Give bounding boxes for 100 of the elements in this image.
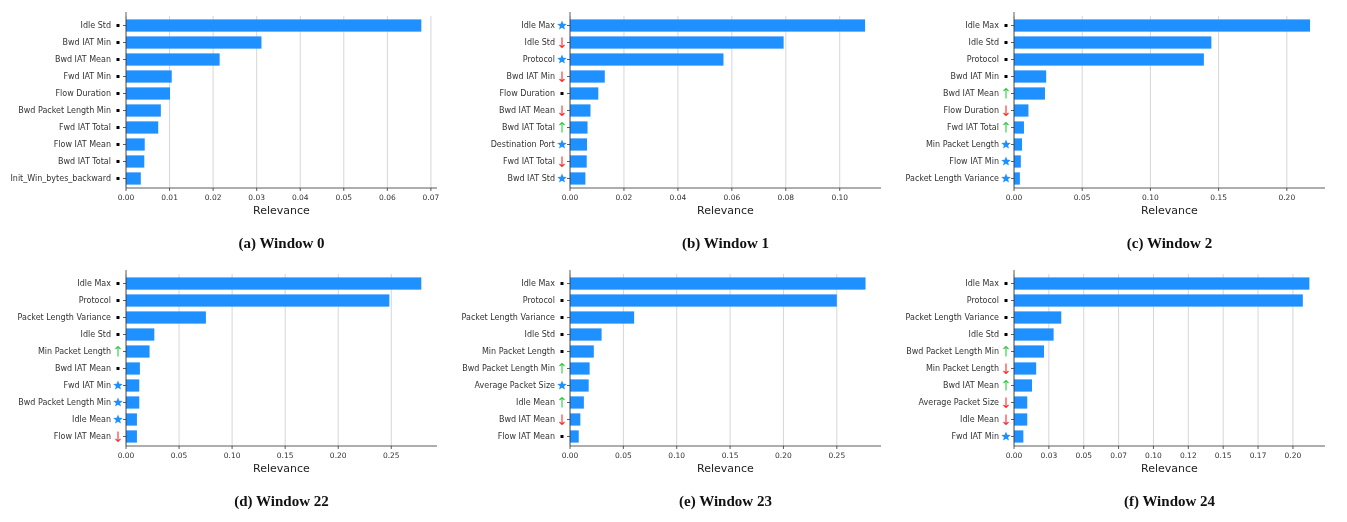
y-tick-label: Idle Std (80, 21, 111, 31)
bar (570, 19, 866, 32)
x-axis-title: Relevance (253, 204, 311, 217)
y-tick-label: Idle Max (965, 279, 1000, 289)
bar (570, 70, 605, 83)
y-tick-label: Bwd IAT Mean (498, 415, 555, 425)
bar (1014, 430, 1024, 443)
bar (1014, 155, 1021, 168)
x-axis-title: Relevance (253, 462, 311, 475)
bar (570, 362, 590, 375)
bar (570, 36, 784, 49)
bar (570, 294, 837, 307)
y-tick-label: Idle Std (524, 38, 555, 48)
bar (126, 362, 140, 375)
x-axis-title: Relevance (1141, 462, 1199, 475)
y-tick-label: Bwd IAT Total (502, 123, 555, 133)
y-tick-label: Bwd IAT Mean (942, 89, 999, 99)
y-tick-label: Bwd IAT Std (507, 174, 555, 184)
bar (1014, 172, 1020, 185)
y-tick-label: Idle Mean (960, 415, 999, 425)
y-tick-label: Init_Win_bytes_backward (10, 174, 111, 184)
y-tick-label: Bwd IAT Mean (54, 364, 111, 374)
y-tick-label: Flow IAT Mean (53, 140, 111, 150)
bar (1014, 277, 1310, 290)
y-tick-label: Packet Length Variance (461, 313, 556, 323)
bar (126, 121, 159, 134)
bar (126, 70, 172, 83)
bar (570, 277, 866, 290)
bar (570, 413, 581, 426)
bar (1014, 379, 1032, 392)
y-tick-label: Bwd Packet Length Min (462, 364, 555, 374)
y-tick-label: Idle Mean (516, 398, 555, 408)
text: (c) Window 2 (1126, 235, 1213, 252)
y-tick-label: Idle Std (968, 38, 999, 48)
bar (126, 430, 137, 443)
x-axis-title: Relevance (697, 462, 755, 475)
y-tick-label: Idle Max (521, 21, 556, 31)
bar (1014, 36, 1212, 49)
y-tick-label: Average Packet Size (474, 381, 556, 391)
bar (126, 87, 170, 100)
bar (126, 345, 150, 358)
bar (1014, 345, 1044, 358)
y-tick-label: Idle Max (77, 279, 112, 289)
bar (570, 328, 602, 341)
bar (126, 19, 422, 32)
y-tick-label: Flow Duration (55, 89, 111, 99)
y-tick-label: Flow Duration (943, 106, 999, 116)
y-tick-label: Protocol (522, 296, 555, 306)
bar (570, 345, 594, 358)
y-tick-label: Min Packet Length (37, 347, 111, 357)
y-tick-label: Bwd IAT Mean (54, 55, 111, 65)
bar (126, 328, 155, 341)
bar (570, 430, 579, 443)
bar (570, 311, 635, 324)
y-tick-label: Average Packet Size (918, 398, 1000, 408)
y-tick-label: Idle Max (965, 21, 1000, 31)
y-tick-label: Bwd IAT Min (950, 72, 999, 82)
text: (a) Window 0 (238, 235, 325, 252)
y-tick-label: Idle Std (80, 330, 111, 340)
bar (570, 172, 586, 185)
y-tick-label: Bwd Packet Length Min (18, 398, 111, 408)
x-axis-title: Relevance (697, 204, 755, 217)
bar (126, 379, 140, 392)
y-tick-label: Bwd IAT Min (62, 38, 111, 48)
bar (126, 277, 422, 290)
y-tick-label: Idle Mean (72, 415, 111, 425)
bar (1014, 311, 1062, 324)
bar (1014, 294, 1303, 307)
bar (126, 311, 206, 324)
y-tick-label: Bwd IAT Total (58, 157, 111, 167)
bar (570, 104, 591, 117)
bar (570, 396, 584, 409)
y-tick-label: Fwd IAT Min (63, 72, 111, 82)
bar (1014, 19, 1310, 32)
text: (f) Window 24 (1123, 493, 1216, 510)
bar (1014, 396, 1028, 409)
y-tick-label: Fwd IAT Total (58, 123, 111, 133)
bar (126, 36, 262, 49)
y-tick-label: Packet Length Variance (17, 313, 112, 323)
text: (d) Window 22 (234, 493, 329, 510)
text: (e) Window 23 (679, 493, 772, 510)
bar (1014, 87, 1045, 100)
y-tick-label: Flow IAT Mean (53, 432, 111, 442)
bar (1014, 121, 1024, 134)
y-tick-label: Min Packet Length (925, 364, 999, 374)
y-tick-label: Protocol (78, 296, 111, 306)
y-tick-label: Bwd Packet Length Min (906, 347, 999, 357)
bar (126, 172, 141, 185)
y-tick-label: Bwd IAT Mean (498, 106, 555, 116)
bar (1014, 138, 1023, 151)
y-tick-label: Protocol (966, 296, 999, 306)
bar (126, 294, 390, 307)
y-tick-label: Bwd IAT Min (506, 72, 555, 82)
bar (1014, 70, 1047, 83)
bar (126, 138, 145, 151)
y-tick-label: Bwd IAT Mean (942, 381, 999, 391)
bar (570, 87, 599, 100)
bar (570, 155, 587, 168)
bar (570, 53, 724, 66)
bar (126, 104, 161, 117)
